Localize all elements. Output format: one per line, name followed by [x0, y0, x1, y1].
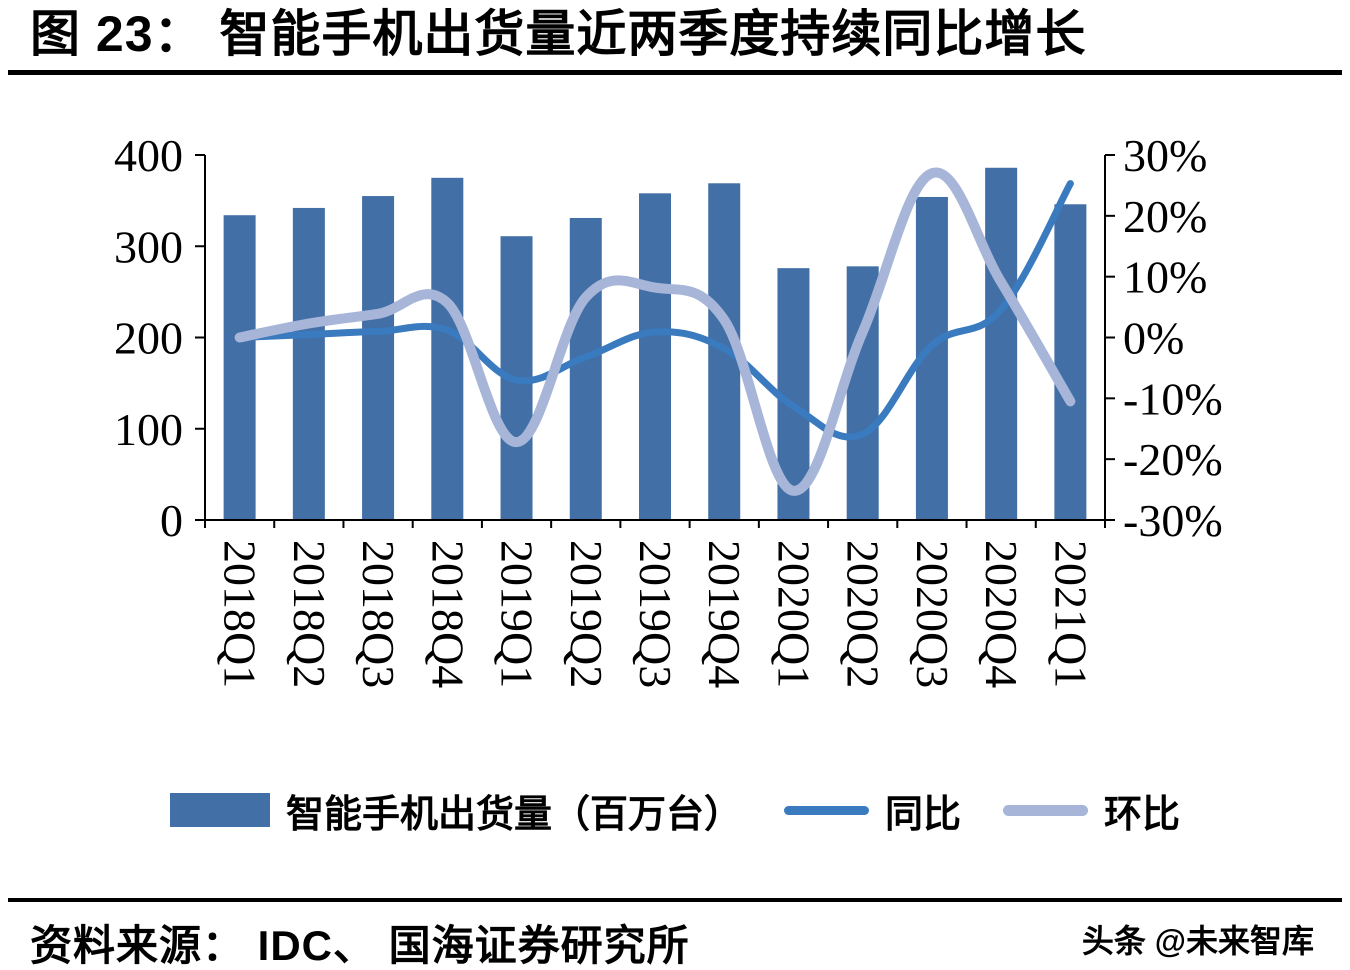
left-axis-label-300: 300: [114, 221, 183, 272]
right-axis-label-0: 0%: [1123, 313, 1184, 364]
x-label-2018Q4: 2018Q4: [422, 540, 473, 688]
lines-group: [234, 167, 1076, 496]
chart-title: 图 23： 智能手机出货量近两季度持续同比增长: [30, 6, 1087, 62]
chart-header: 图 23： 智能手机出货量近两季度持续同比增长: [0, 0, 1350, 62]
bar-2018Q1: [223, 215, 256, 520]
qoq-line-swatch: [1003, 804, 1088, 816]
yoy-line-swatch: [783, 805, 869, 815]
legend-label-qoq: 环比: [1104, 793, 1181, 836]
x-label-2018Q1: 2018Q1: [215, 540, 266, 688]
bar-2020Q4: [985, 167, 1018, 520]
source-text: 资料来源： IDC、 国海证券研究所: [30, 922, 690, 969]
left-axis-label-100: 100: [114, 404, 183, 455]
qoq-line: [234, 167, 1076, 496]
left-axis-label-200: 200: [114, 313, 183, 364]
yoy-line: [236, 180, 1074, 441]
legend-item-yoy: 同比: [783, 783, 961, 838]
bar-2018Q3: [362, 196, 395, 520]
footer-row: 资料来源： IDC、 国海证券研究所 头条 @未来智库: [0, 902, 1350, 970]
left-axis-label-400: 400: [114, 130, 183, 181]
bar-2021Q1: [1054, 204, 1087, 520]
x-label-2019Q2: 2019Q2: [561, 540, 612, 688]
x-axis-ticks: [204, 520, 1106, 528]
x-label-2020Q4: 2020Q4: [976, 540, 1027, 688]
bar-2019Q3: [639, 193, 671, 520]
legend: 智能手机出货量（百万台） 同比 环比: [0, 780, 1350, 840]
right-axis-label-20: 20%: [1123, 191, 1207, 242]
legend-label-yoy: 同比: [884, 793, 961, 836]
title-divider: [8, 70, 1342, 75]
right-axis-label--30: -30%: [1123, 495, 1223, 546]
chart-svg: 0 100 200 300 400 30% 20% 10% 0% -10% -20% -30% 2018…: [114, 130, 1223, 688]
left-axis-ticks: 0 100 200 300 400: [114, 130, 205, 546]
watermark-text: 头条 @未来智库: [1081, 923, 1314, 959]
x-label-2020Q3: 2020Q3: [907, 540, 958, 688]
x-label-2019Q1: 2019Q1: [492, 540, 543, 688]
bar-2019Q2: [569, 217, 602, 520]
x-label-2019Q3: 2019Q3: [630, 540, 681, 688]
bar-2018Q4: [431, 177, 464, 520]
right-axis-label-10: 10%: [1123, 252, 1207, 303]
right-axis-label--20: -20%: [1123, 434, 1223, 485]
bars-group: [223, 167, 1087, 521]
x-label-2018Q2: 2018Q2: [284, 540, 335, 688]
x-label-2019Q4: 2019Q4: [699, 540, 750, 688]
right-axis-label-30: 30%: [1123, 130, 1207, 181]
legend-label-shipments: 智能手机出货量（百万台）: [285, 793, 742, 836]
chart-footer: 资料来源： IDC、 国海证券研究所 头条 @未来智库: [0, 898, 1350, 970]
x-label-2021Q1: 2021Q1: [1045, 540, 1096, 688]
x-axis-labels: 2018Q1 2018Q2 2018Q3 2018Q4 2019Q1 2019Q2 2019…: [215, 540, 1097, 688]
legend-item-shipments: 智能手机出货量（百万台）: [169, 783, 742, 838]
legend-item-qoq: 环比: [1003, 783, 1180, 838]
right-axis-ticks: 30% 20% 10% 0% -10% -20% -30%: [1105, 130, 1223, 546]
x-label-2020Q2: 2020Q2: [838, 540, 889, 688]
right-axis-label--10: -10%: [1123, 373, 1223, 424]
x-label-2018Q3: 2018Q3: [353, 540, 404, 688]
bar-2018Q2: [292, 207, 325, 521]
left-axis-label-0: 0: [160, 495, 183, 546]
footer-divider: [8, 898, 1342, 902]
bar-swatch: [169, 793, 270, 827]
x-label-2020Q1: 2020Q1: [768, 540, 819, 688]
